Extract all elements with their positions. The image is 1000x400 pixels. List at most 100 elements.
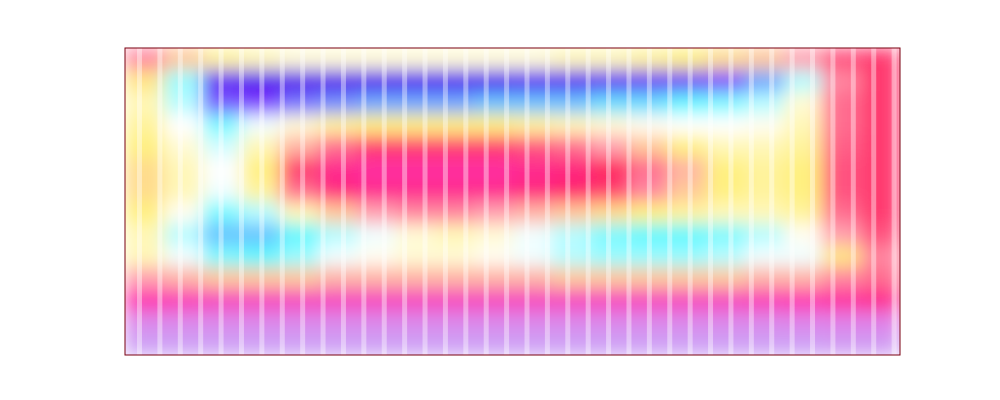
heat-cell xyxy=(164,136,203,159)
heat-cell xyxy=(164,202,203,225)
stripe xyxy=(219,48,224,355)
stripe xyxy=(300,48,305,355)
stripe xyxy=(157,48,162,355)
heat-cell xyxy=(668,333,707,355)
heat-cell xyxy=(668,180,707,203)
stripe xyxy=(565,48,570,355)
heat-cell xyxy=(164,48,203,71)
heat-cell xyxy=(668,245,707,268)
heat-cell xyxy=(164,180,203,203)
stripe xyxy=(443,48,448,355)
chart xyxy=(0,0,1000,400)
heat-cell xyxy=(164,311,203,334)
heat-cell xyxy=(551,245,590,268)
heat-cell xyxy=(435,333,474,355)
heat-cell xyxy=(164,114,203,137)
heat-cell xyxy=(435,202,474,225)
stripe xyxy=(728,48,733,355)
heat-cell xyxy=(823,158,862,181)
heat-cell xyxy=(668,48,707,71)
heat-cell xyxy=(164,333,203,355)
heat-cell xyxy=(823,92,862,115)
heat-cell xyxy=(280,202,319,225)
stripe xyxy=(708,48,713,355)
stripe xyxy=(361,48,366,355)
heat-cell xyxy=(668,136,707,159)
heat-cell xyxy=(280,114,319,137)
stripe xyxy=(810,48,815,355)
heat-cell xyxy=(551,70,590,93)
heat-cell xyxy=(435,311,474,334)
heat-cell xyxy=(823,333,862,355)
heat-cell xyxy=(668,202,707,225)
heat-cell xyxy=(435,180,474,203)
heat-cell xyxy=(551,136,590,159)
heat-cell xyxy=(551,289,590,312)
heat-cell xyxy=(280,70,319,93)
heat-cell xyxy=(668,267,707,290)
heat-cell xyxy=(551,48,590,71)
heat-cell xyxy=(551,92,590,115)
heat-cell xyxy=(280,92,319,115)
stripe xyxy=(606,48,611,355)
heat-cell xyxy=(280,311,319,334)
heat-cell xyxy=(823,114,862,137)
heat-cell xyxy=(435,289,474,312)
stripe xyxy=(402,48,407,355)
heat-cell xyxy=(551,223,590,246)
heat-cell xyxy=(164,245,203,268)
heat-cell xyxy=(280,289,319,312)
stripe xyxy=(239,48,244,355)
heat-cell xyxy=(435,70,474,93)
heat-cell xyxy=(823,202,862,225)
heat-cell xyxy=(164,223,203,246)
stripe xyxy=(769,48,774,355)
heat-cell xyxy=(823,180,862,203)
heat-cell xyxy=(164,158,203,181)
heat-cell xyxy=(164,267,203,290)
stripe xyxy=(892,48,897,355)
stripe xyxy=(626,48,631,355)
heat-cell xyxy=(164,92,203,115)
heat-cell xyxy=(823,136,862,159)
heat-cell xyxy=(435,114,474,137)
heat-cell xyxy=(435,136,474,159)
stripe xyxy=(423,48,428,355)
heat-cell xyxy=(551,267,590,290)
stripe xyxy=(178,48,183,355)
heat-cell xyxy=(435,267,474,290)
heat-cell xyxy=(551,158,590,181)
stripe xyxy=(586,48,591,355)
heat-cell xyxy=(164,70,203,93)
heat-cell xyxy=(823,70,862,93)
heat-cell xyxy=(280,158,319,181)
stripe xyxy=(484,48,489,355)
heat-cell xyxy=(280,136,319,159)
heat-cell xyxy=(668,223,707,246)
heat-cell xyxy=(668,114,707,137)
heat-cell xyxy=(551,202,590,225)
stripe xyxy=(137,48,142,355)
heat-cell xyxy=(280,333,319,355)
heat-cell xyxy=(823,289,862,312)
plot-area xyxy=(125,48,900,355)
heat-cell xyxy=(668,70,707,93)
stripe xyxy=(525,48,530,355)
stripe xyxy=(321,48,326,355)
heat-cell xyxy=(280,180,319,203)
heat-cell xyxy=(435,92,474,115)
stripe xyxy=(790,48,795,355)
heat-cell xyxy=(668,311,707,334)
heat-cell xyxy=(280,48,319,71)
heat-cell xyxy=(435,223,474,246)
heat-cell xyxy=(280,267,319,290)
heat-cell xyxy=(551,333,590,355)
heat-cell xyxy=(551,114,590,137)
stripe xyxy=(504,48,509,355)
heat-cell xyxy=(280,245,319,268)
stripe xyxy=(259,48,264,355)
heat-cell xyxy=(823,223,862,246)
heat-cell xyxy=(435,48,474,71)
heat-cell xyxy=(668,158,707,181)
stripe xyxy=(688,48,693,355)
